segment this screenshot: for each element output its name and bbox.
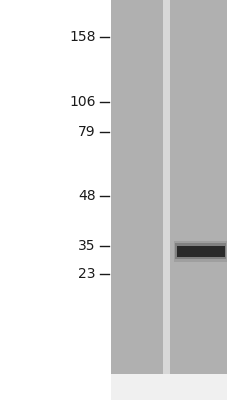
Bar bbox=[176, 246, 224, 257]
Text: 158: 158 bbox=[69, 30, 95, 44]
Bar bbox=[173, 241, 226, 262]
Text: 106: 106 bbox=[69, 95, 95, 109]
Text: 79: 79 bbox=[78, 125, 95, 139]
Bar bbox=[162, 0, 169, 374]
Bar bbox=[169, 0, 227, 374]
Text: 48: 48 bbox=[78, 189, 95, 203]
Bar bbox=[175, 243, 225, 259]
Bar bbox=[0, 0, 110, 400]
Text: 35: 35 bbox=[78, 239, 95, 253]
Text: 23: 23 bbox=[78, 267, 95, 281]
Bar bbox=[110, 0, 162, 374]
